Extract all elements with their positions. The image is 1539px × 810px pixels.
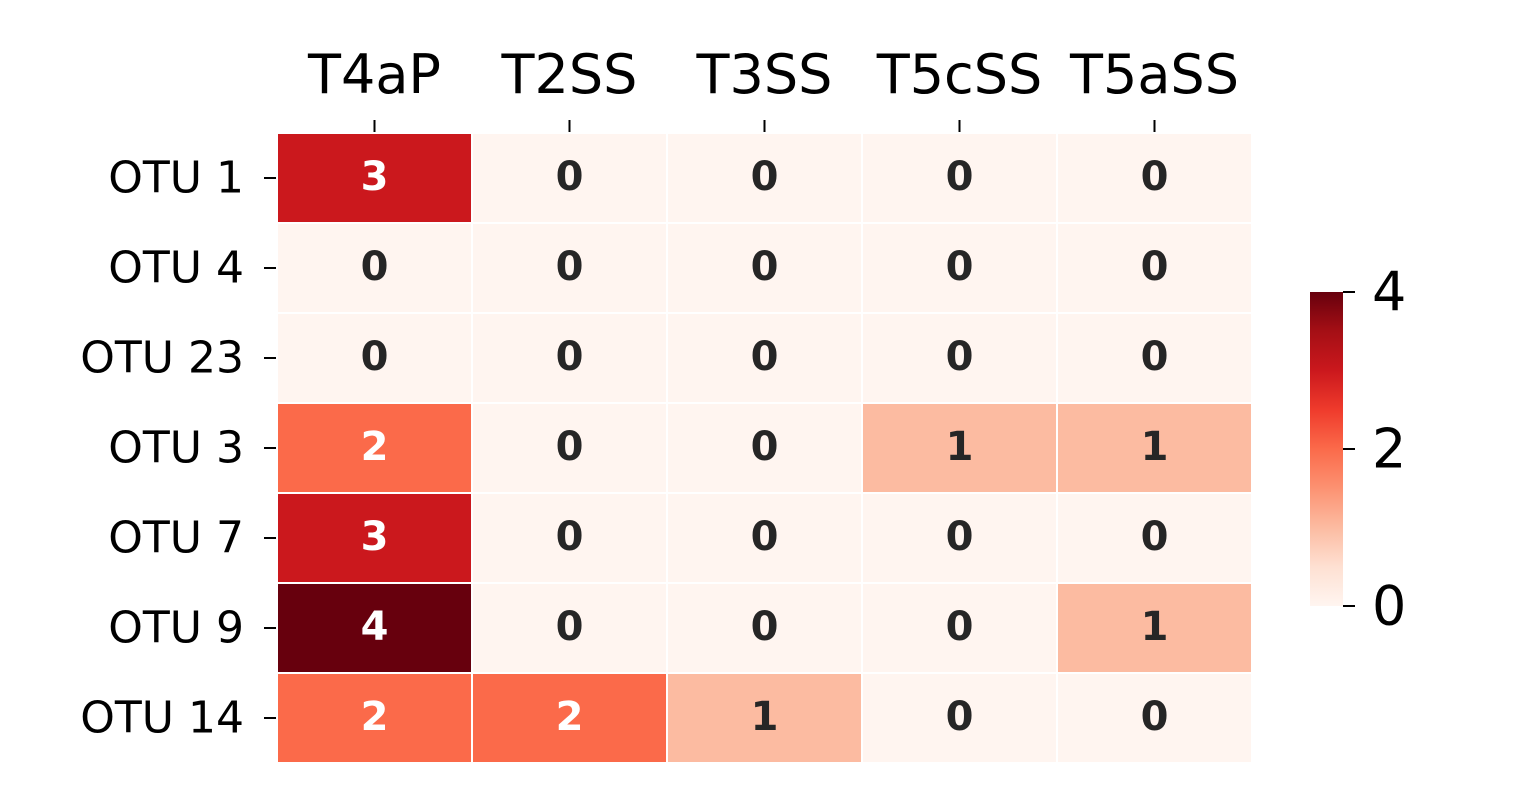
- cell-value-label: 1: [1141, 604, 1169, 650]
- cell-value-label: 0: [556, 334, 584, 380]
- cell-value-label: 0: [1141, 694, 1169, 740]
- cell-value-label: 4: [361, 604, 389, 650]
- y-tick-label: OTU 4: [108, 243, 244, 294]
- cell-value-label: 0: [1141, 244, 1169, 290]
- heatmap-cell: [1056, 582, 1253, 674]
- heatmap-cell: [666, 582, 863, 674]
- cell-value-label: 0: [946, 244, 974, 290]
- cell-value-label: 1: [751, 694, 779, 740]
- heatmap-cell: [1056, 672, 1253, 764]
- cell-value-label: 0: [556, 244, 584, 290]
- cell-value-label: 0: [751, 424, 779, 470]
- cell-value-label: 0: [556, 424, 584, 470]
- cell-value-label: 0: [361, 244, 389, 290]
- heatmap-cell: [861, 582, 1058, 674]
- heatmap-cell: [666, 222, 863, 314]
- cell-value-label: 0: [946, 514, 974, 560]
- heatmap-cell: [666, 492, 863, 584]
- cell-value-label: 0: [556, 514, 584, 560]
- y-tick-label: OTU 7: [108, 513, 244, 564]
- colorbar-tick-label: 4: [1372, 261, 1406, 324]
- y-tick-label: OTU 3: [108, 423, 244, 474]
- heatmap-cell: [1056, 402, 1253, 494]
- heatmap-cell: [861, 402, 1058, 494]
- heatmap-cell: [1056, 492, 1253, 584]
- x-tick-label: T5cSS: [876, 43, 1043, 106]
- heatmap-cell: [861, 672, 1058, 764]
- colorbar: 0 2 4: [1310, 261, 1406, 638]
- heatmap-cell-labels: 3 0 0 0 0 0 0 0 0 0 0 0 0 0 0 2 0 0 1 1 3 0 0 0 0 4 0 0 0 1 2 2 1 0 0: [361, 154, 1169, 740]
- cell-value-label: 0: [946, 604, 974, 650]
- cell-value-label: 0: [556, 604, 584, 650]
- y-tick-label: OTU 1: [108, 153, 244, 204]
- cell-value-label: 3: [361, 154, 389, 200]
- heatmap-cell: [471, 312, 668, 404]
- heatmap-cell: [276, 492, 473, 584]
- colorbar-tick-label: 2: [1372, 418, 1406, 481]
- heatmap-cell: [471, 492, 668, 584]
- cell-value-label: 3: [361, 514, 389, 560]
- x-tick-label: T5aSS: [1069, 43, 1239, 106]
- y-tick-label: OTU 23: [80, 333, 244, 384]
- cell-value-label: 1: [1141, 424, 1169, 470]
- heatmap-cell: [471, 402, 668, 494]
- cell-value-label: 0: [946, 154, 974, 200]
- heatmap-cells: [276, 132, 1253, 764]
- cell-value-label: 0: [361, 334, 389, 380]
- cell-value-label: 0: [946, 334, 974, 380]
- y-tick-label: OTU 14: [80, 693, 244, 744]
- cell-value-label: 0: [1141, 334, 1169, 380]
- heatmap-cell: [276, 132, 473, 224]
- cell-value-label: 0: [751, 334, 779, 380]
- heatmap-cell: [861, 312, 1058, 404]
- heatmap-cell: [666, 132, 863, 224]
- x-axis-top: T4aP T2SS T3SS T5cSS T5aSS: [307, 43, 1239, 132]
- cell-value-label: 2: [361, 694, 389, 740]
- cell-value-label: 0: [1141, 154, 1169, 200]
- cell-value-label: 0: [1141, 514, 1169, 560]
- cell-value-label: 0: [946, 694, 974, 740]
- colorbar-gradient: [1310, 292, 1343, 606]
- cell-value-label: 0: [751, 514, 779, 560]
- cell-value-label: 0: [751, 604, 779, 650]
- heatmap-cell: [666, 402, 863, 494]
- cell-value-label: 0: [751, 244, 779, 290]
- cell-value-label: 2: [556, 694, 584, 740]
- heatmap-cell: [471, 132, 668, 224]
- x-tick-label: T2SS: [501, 43, 638, 106]
- heatmap-cell: [276, 402, 473, 494]
- heatmap-cell: [276, 672, 473, 764]
- heatmap-cell: [1056, 222, 1253, 314]
- x-tick-label: T4aP: [307, 43, 441, 106]
- heatmap-cell: [471, 582, 668, 674]
- y-tick-label: OTU 9: [108, 603, 244, 654]
- heatmap-cell: [276, 222, 473, 314]
- cell-value-label: 1: [946, 424, 974, 470]
- cell-value-label: 0: [556, 154, 584, 200]
- colorbar-tick-label: 0: [1372, 575, 1406, 638]
- cell-value-label: 2: [361, 424, 389, 470]
- x-tick-label: T3SS: [696, 43, 833, 106]
- y-axis: OTU 1 OTU 4 OTU 23 OTU 3 OTU 7 OTU 9 OTU 14: [80, 153, 276, 744]
- cell-value-label: 0: [751, 154, 779, 200]
